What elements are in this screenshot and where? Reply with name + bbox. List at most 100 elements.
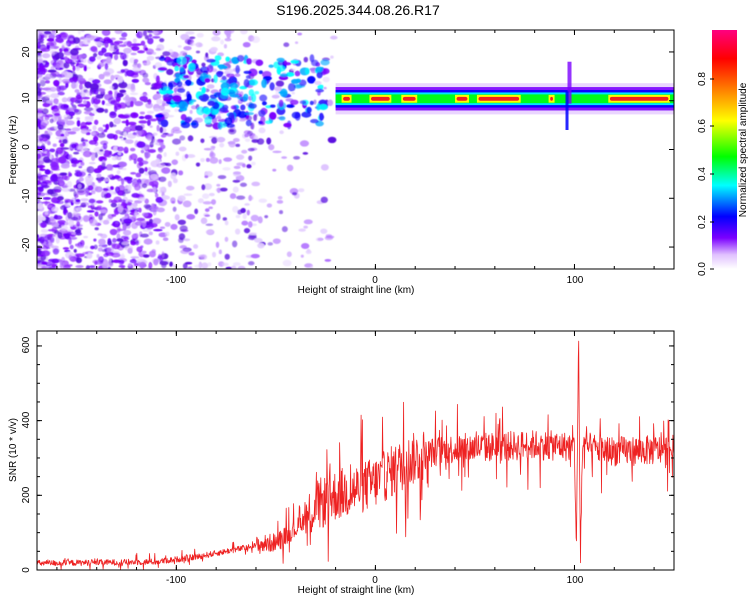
speckle	[140, 233, 149, 238]
speckle	[138, 115, 145, 120]
speckle	[162, 237, 169, 242]
speckle	[88, 140, 98, 145]
speckle	[55, 147, 64, 155]
speckle	[221, 262, 229, 267]
speckle	[236, 54, 245, 62]
speckle	[172, 138, 181, 145]
speckle	[115, 186, 121, 194]
speckle	[139, 30, 148, 37]
speckle	[130, 240, 137, 246]
speckle	[90, 46, 98, 52]
speckle	[283, 42, 290, 48]
speckle	[49, 148, 56, 153]
speckle	[117, 176, 123, 182]
speckle	[96, 254, 100, 259]
speckle	[232, 186, 239, 193]
top-ytick-label: 0	[21, 144, 32, 150]
speckle	[106, 133, 116, 139]
speckle	[37, 108, 44, 112]
speckle	[251, 181, 261, 187]
speckle	[216, 115, 222, 120]
speckle	[295, 78, 301, 83]
speckle	[84, 117, 94, 122]
speckle	[251, 36, 261, 44]
speckle	[250, 122, 255, 130]
speckle	[116, 233, 121, 240]
speckle	[224, 37, 232, 42]
speckle	[310, 119, 319, 124]
speckle	[218, 66, 224, 70]
speckle	[51, 50, 55, 56]
speckle	[74, 171, 83, 177]
speckle	[318, 112, 324, 121]
speckle	[127, 184, 132, 192]
speckle	[89, 131, 96, 136]
speckle	[250, 253, 260, 259]
top-ytick-label: 20	[21, 46, 32, 58]
speckle	[223, 157, 233, 162]
speckle	[283, 122, 292, 128]
speckle	[156, 138, 164, 143]
speckle	[88, 198, 96, 204]
speckle	[44, 94, 51, 99]
band-core-red	[456, 96, 468, 101]
speckle	[219, 107, 228, 113]
speckle	[321, 68, 330, 75]
speckle	[204, 214, 211, 217]
speckle	[71, 163, 77, 168]
speckle	[218, 159, 222, 165]
speckle	[207, 262, 212, 267]
speckle	[53, 46, 58, 50]
speckle	[115, 49, 119, 55]
speckle	[195, 42, 203, 48]
speckle	[50, 173, 58, 181]
speckle	[47, 266, 57, 269]
speckle	[157, 66, 168, 71]
speckle	[69, 76, 79, 84]
speckle	[136, 141, 146, 148]
bottom-ytick-label: 600	[21, 336, 32, 353]
speckle	[102, 124, 107, 127]
speckle	[38, 34, 43, 41]
speckle	[240, 207, 246, 214]
speckle	[290, 59, 299, 64]
speckle	[237, 111, 248, 119]
speckle	[61, 187, 71, 192]
speckle	[254, 238, 263, 243]
speckle	[297, 32, 303, 36]
speckle	[244, 203, 250, 206]
speckle	[83, 65, 88, 72]
speckle	[118, 44, 127, 48]
speckle	[130, 86, 136, 93]
speckle	[130, 256, 140, 259]
speckle	[272, 168, 277, 172]
speckle	[37, 265, 42, 269]
speckle	[142, 59, 151, 66]
speckle	[141, 183, 148, 189]
speckle	[55, 34, 62, 39]
speckle	[63, 265, 71, 269]
speckle	[219, 187, 228, 192]
speckle	[202, 201, 212, 205]
speckle	[229, 193, 237, 200]
speckle	[194, 208, 199, 215]
band-core-red	[402, 96, 416, 101]
speckle	[41, 261, 48, 266]
speckle	[119, 136, 123, 139]
speckle	[258, 198, 268, 203]
speckle	[39, 77, 44, 82]
speckle	[243, 228, 251, 234]
speckle	[53, 215, 63, 220]
speckle	[277, 195, 283, 200]
speckle	[46, 44, 51, 50]
speckle	[92, 125, 97, 131]
speckle	[106, 246, 114, 254]
speckle	[161, 167, 171, 174]
speckle	[107, 90, 113, 95]
speckle	[120, 69, 125, 73]
speckle	[283, 62, 292, 66]
speckle	[84, 81, 92, 89]
speckle	[149, 125, 153, 128]
bottom-plot-frame	[36, 330, 675, 571]
speckle	[110, 37, 116, 41]
